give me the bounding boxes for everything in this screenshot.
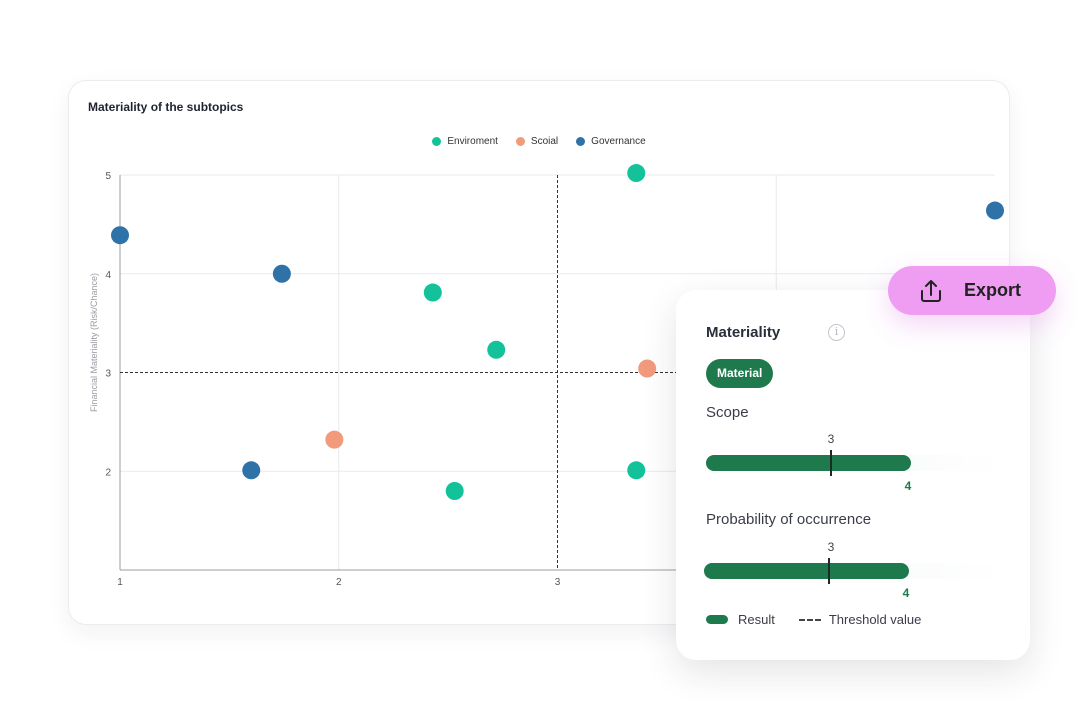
data-point-scoial xyxy=(325,430,344,449)
chart-legend: Enviroment Scoial Governance xyxy=(69,136,1009,147)
data-point-governance xyxy=(986,201,1004,220)
x-tick-label: 2 xyxy=(336,577,342,588)
legend-label-governance: Governance xyxy=(591,136,646,147)
bar-legend: Result Threshold value xyxy=(706,612,921,627)
probability-bar-fill xyxy=(704,563,909,579)
result-swatch xyxy=(706,615,728,624)
legend-item-scoial[interactable]: Scoial xyxy=(515,136,559,147)
scope-bar-fill xyxy=(706,455,911,471)
legend-item-governance[interactable]: Governance xyxy=(576,136,646,147)
legend-item-enviroment[interactable]: Enviroment xyxy=(432,136,498,147)
y-tick-label: 5 xyxy=(105,171,111,182)
probability-result-value: 4 xyxy=(902,586,910,600)
y-tick-label: 3 xyxy=(105,369,111,380)
probability-threshold-marker xyxy=(827,558,830,584)
data-point-governance xyxy=(272,264,291,283)
data-point-enviroment xyxy=(423,283,442,302)
info-icon[interactable]: i xyxy=(828,324,845,341)
data-point-governance xyxy=(111,226,129,245)
y-axis-label: Financial Materiality (Risk/Chance) xyxy=(89,273,99,412)
data-point-enviroment xyxy=(487,340,506,359)
result-legend-label: Result xyxy=(738,612,775,627)
share-upload-icon xyxy=(921,279,941,302)
probability-label: Probability of occurrence xyxy=(706,511,872,528)
export-label: Export xyxy=(964,280,1022,300)
scope-threshold-marker xyxy=(829,450,832,476)
x-tick-label: 1 xyxy=(117,577,123,588)
data-point-enviroment xyxy=(627,461,646,480)
data-point-enviroment xyxy=(627,164,646,183)
data-point-governance xyxy=(242,461,261,480)
y-tick-label: 4 xyxy=(105,270,111,281)
probability-threshold-label: 3 xyxy=(827,540,835,554)
data-point-enviroment xyxy=(445,482,464,500)
y-tick-label: 2 xyxy=(105,467,111,478)
detail-title: Materiality xyxy=(706,324,781,341)
scope-result-value: 4 xyxy=(904,479,912,493)
chart-title: Materiality of the subtopics xyxy=(88,100,244,114)
export-button[interactable]: Export xyxy=(888,266,1056,315)
scope-label: Scope xyxy=(706,404,749,421)
x-tick-label: 3 xyxy=(555,577,561,588)
materiality-detail-card: Materiality i Material Scope 3 4 Probabi… xyxy=(676,290,1030,660)
legend-label-scoial: Scoial xyxy=(530,136,559,147)
threshold-swatch xyxy=(798,618,821,621)
legend-dot-scoial xyxy=(515,137,525,146)
threshold-legend-label: Threshold value xyxy=(828,612,922,627)
legend-label-enviroment: Enviroment xyxy=(447,136,498,147)
data-point-scoial xyxy=(638,359,657,378)
scope-threshold-label: 3 xyxy=(827,432,835,446)
probability-bar xyxy=(704,558,1000,584)
legend-dot-enviroment xyxy=(432,137,442,146)
legend-dot-governance xyxy=(576,137,586,146)
scope-bar xyxy=(706,450,1002,476)
material-badge: Material xyxy=(706,359,774,388)
